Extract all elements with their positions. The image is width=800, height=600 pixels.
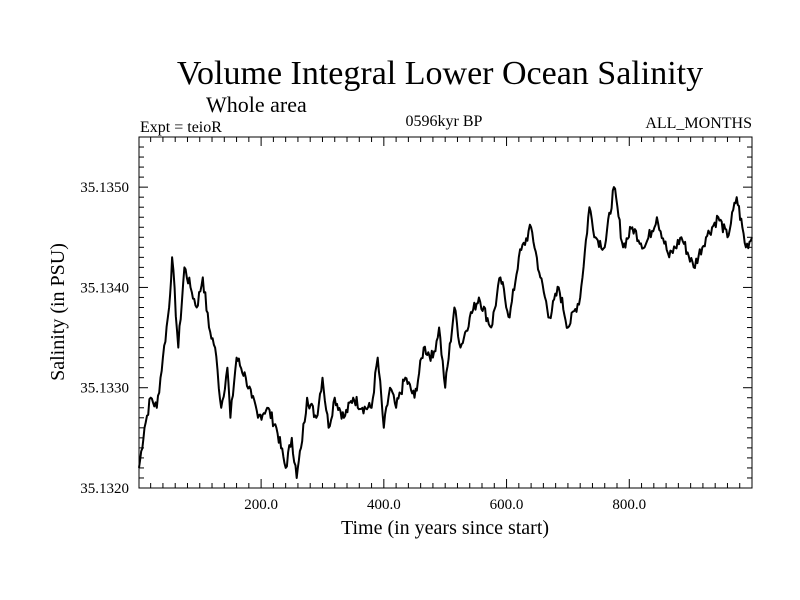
months-label: ALL_MONTHS (645, 115, 752, 132)
chart-subtitle: Whole area (206, 92, 307, 117)
expt-label: Expt = teioR (140, 119, 222, 136)
x-tick-label: 200.0 (244, 497, 278, 513)
plot-frame (138, 136, 753, 489)
y-tick-label: 35.1320 (80, 481, 129, 497)
y-tick-label: 35.1350 (80, 180, 129, 196)
y-axis-label: Salinity (in PSU) (47, 243, 69, 381)
x-tick-label: 600.0 (490, 497, 524, 513)
x-axis-label: Time (in years since start) (341, 517, 549, 539)
y-tick-label: 35.1330 (80, 381, 129, 397)
axis-ticks (139, 137, 752, 488)
y-tick-label: 35.1340 (80, 280, 129, 296)
tick-labels: 200.0 400.0 600.0 800.0 35.1320 35.1330 35.134… (80, 180, 646, 513)
chart-title: Volume Integral Lower Ocean Salinity (177, 55, 703, 92)
period-label: 0596kyr BP (406, 113, 483, 130)
x-tick-label: 400.0 (367, 497, 401, 513)
x-tick-label: 800.0 (612, 497, 646, 513)
salinity-series-line (138, 186, 753, 479)
